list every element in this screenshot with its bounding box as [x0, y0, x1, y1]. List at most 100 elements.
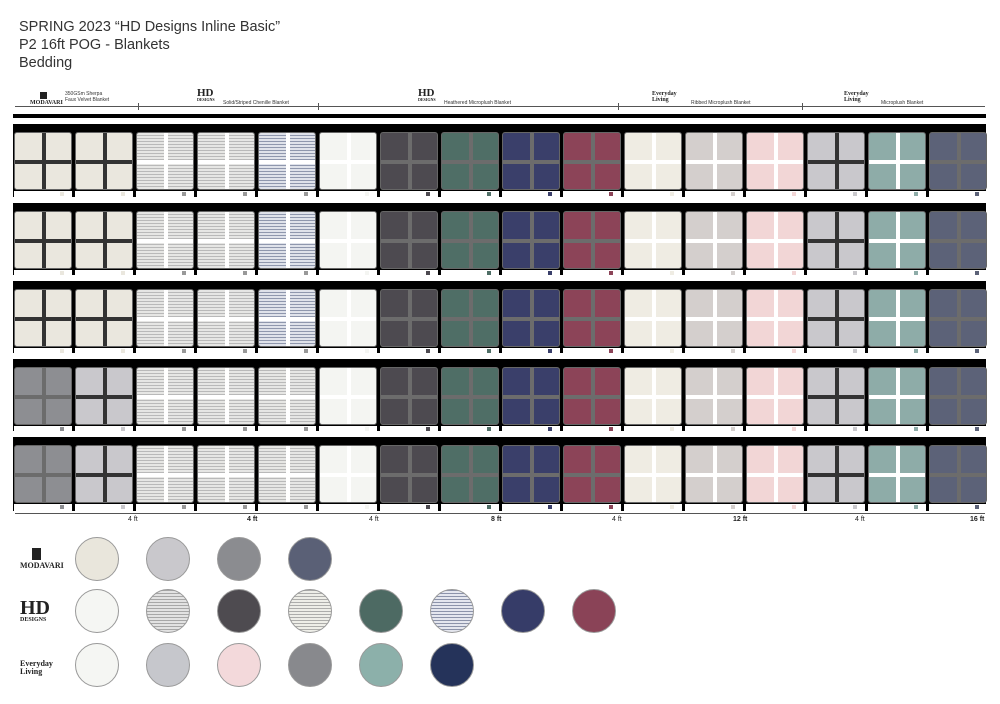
blanket-product[interactable] — [502, 211, 560, 269]
package-band — [164, 368, 168, 424]
blanket-product[interactable] — [685, 367, 743, 425]
top-tick — [802, 103, 803, 110]
blanket-product[interactable] — [441, 132, 499, 190]
tag-color-chip — [609, 505, 613, 509]
blanket-product[interactable] — [380, 289, 438, 347]
blanket-product[interactable] — [868, 445, 926, 503]
blanket-product[interactable] — [502, 445, 560, 503]
blanket-product[interactable] — [14, 445, 72, 503]
legend-swatch-hd — [572, 589, 616, 633]
blanket-product[interactable] — [14, 132, 72, 190]
blanket-product[interactable] — [380, 367, 438, 425]
blanket-product[interactable] — [258, 289, 316, 347]
blanket-product[interactable] — [319, 132, 377, 190]
blanket-product[interactable] — [14, 211, 72, 269]
blanket-product[interactable] — [624, 445, 682, 503]
segment-label-ribbed: Ribbed Microplush Blanket — [691, 100, 751, 106]
blanket-product[interactable] — [441, 211, 499, 269]
blanket-product[interactable] — [746, 132, 804, 190]
blanket-product[interactable] — [807, 445, 865, 503]
page-title: SPRING 2023 “HD Designs Inline Basic” P2… — [19, 18, 280, 72]
blanket-product[interactable] — [441, 445, 499, 503]
tag-color-chip — [182, 427, 186, 431]
blanket-product[interactable] — [624, 367, 682, 425]
blanket-product[interactable] — [75, 367, 133, 425]
blanket-product[interactable] — [685, 289, 743, 347]
blanket-product[interactable] — [746, 211, 804, 269]
blanket-product[interactable] — [258, 211, 316, 269]
blanket-product[interactable] — [319, 211, 377, 269]
blanket-product[interactable] — [624, 289, 682, 347]
blanket-product[interactable] — [75, 132, 133, 190]
blanket-product[interactable] — [319, 445, 377, 503]
blanket-product[interactable] — [807, 289, 865, 347]
blanket-product[interactable] — [319, 289, 377, 347]
blanket-product[interactable] — [136, 289, 194, 347]
blanket-product[interactable] — [746, 289, 804, 347]
tag-color-chip — [426, 427, 430, 431]
blanket-product[interactable] — [136, 367, 194, 425]
hd-logo-2: HD DESIGNS — [418, 88, 436, 102]
blanket-product[interactable] — [380, 445, 438, 503]
package-band — [42, 290, 46, 346]
blanket-product[interactable] — [14, 367, 72, 425]
blanket-product[interactable] — [929, 211, 987, 269]
blanket-product[interactable] — [685, 211, 743, 269]
blanket-product[interactable] — [75, 289, 133, 347]
blanket-product[interactable] — [868, 367, 926, 425]
blanket-product[interactable] — [624, 211, 682, 269]
price-tag — [624, 191, 682, 199]
blanket-product[interactable] — [929, 132, 987, 190]
blanket-product[interactable] — [75, 211, 133, 269]
price-tag — [258, 504, 316, 512]
blanket-product[interactable] — [685, 132, 743, 190]
blanket-product[interactable] — [563, 132, 621, 190]
blanket-product[interactable] — [746, 445, 804, 503]
blanket-product[interactable] — [380, 211, 438, 269]
blanket-product[interactable] — [746, 367, 804, 425]
blanket-product[interactable] — [929, 289, 987, 347]
blanket-product[interactable] — [807, 211, 865, 269]
blanket-product[interactable] — [868, 289, 926, 347]
blanket-product[interactable] — [197, 211, 255, 269]
blanket-product[interactable] — [258, 445, 316, 503]
blanket-product[interactable] — [197, 132, 255, 190]
package-band — [713, 368, 717, 424]
blanket-product[interactable] — [136, 211, 194, 269]
tag-color-chip — [121, 349, 125, 353]
blanket-product[interactable] — [563, 289, 621, 347]
blanket-product[interactable] — [685, 445, 743, 503]
price-tag — [624, 270, 682, 278]
blanket-product[interactable] — [258, 132, 316, 190]
blanket-product[interactable] — [929, 367, 987, 425]
price-tag — [624, 348, 682, 356]
blanket-product[interactable] — [807, 132, 865, 190]
blanket-product[interactable] — [563, 367, 621, 425]
blanket-product[interactable] — [563, 211, 621, 269]
blanket-product[interactable] — [868, 132, 926, 190]
blanket-product[interactable] — [502, 132, 560, 190]
blanket-product[interactable] — [136, 445, 194, 503]
price-tag — [807, 191, 865, 199]
blanket-product[interactable] — [624, 132, 682, 190]
blanket-product[interactable] — [502, 367, 560, 425]
blanket-product[interactable] — [502, 289, 560, 347]
blanket-product[interactable] — [441, 289, 499, 347]
blanket-product[interactable] — [441, 367, 499, 425]
package-band — [469, 290, 473, 346]
blanket-product[interactable] — [258, 367, 316, 425]
blanket-product[interactable] — [868, 211, 926, 269]
blanket-product[interactable] — [929, 445, 987, 503]
blanket-product[interactable] — [807, 367, 865, 425]
blanket-product[interactable] — [197, 367, 255, 425]
blanket-product[interactable] — [380, 132, 438, 190]
blanket-product[interactable] — [319, 367, 377, 425]
blanket-product[interactable] — [136, 132, 194, 190]
price-tag — [929, 191, 987, 199]
blanket-product[interactable] — [14, 289, 72, 347]
blanket-product[interactable] — [197, 289, 255, 347]
blanket-product[interactable] — [197, 445, 255, 503]
package-band — [591, 133, 595, 189]
blanket-product[interactable] — [75, 445, 133, 503]
blanket-product[interactable] — [563, 445, 621, 503]
